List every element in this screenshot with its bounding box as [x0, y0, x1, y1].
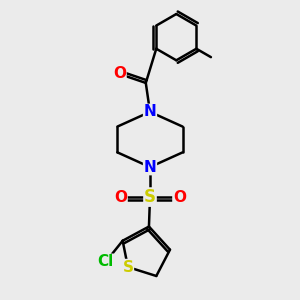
Text: Cl: Cl — [97, 254, 113, 269]
Text: O: O — [114, 190, 127, 205]
Text: S: S — [122, 260, 134, 274]
Text: O: O — [173, 190, 186, 205]
Text: O: O — [113, 67, 126, 82]
Text: S: S — [144, 188, 156, 206]
Text: N: N — [144, 104, 156, 119]
Text: N: N — [144, 160, 156, 175]
